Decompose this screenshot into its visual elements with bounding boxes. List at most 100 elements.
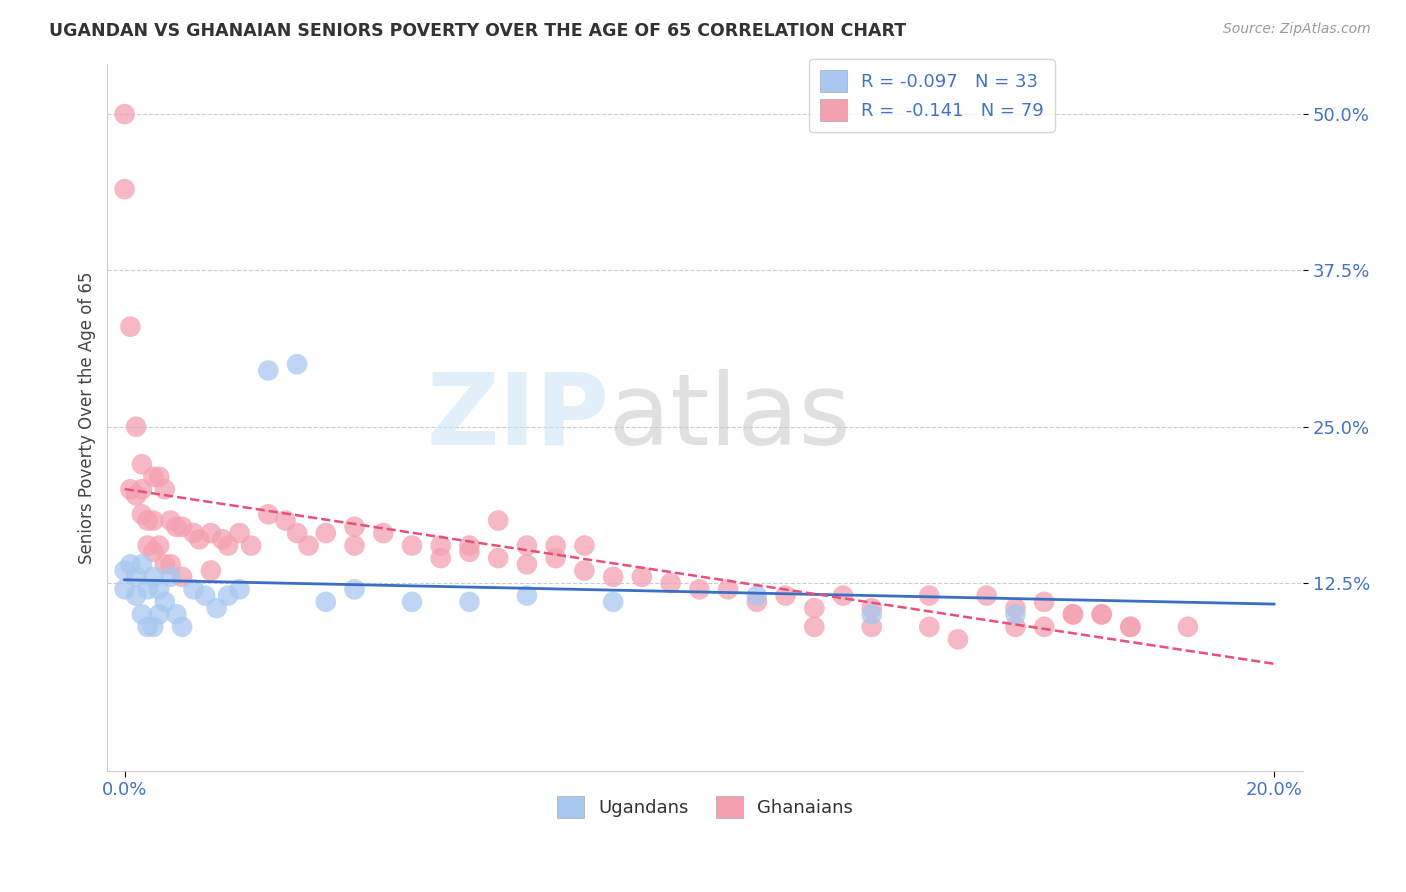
- Point: [142, 620, 165, 634]
- Point: [946, 632, 969, 647]
- Point: [120, 483, 142, 497]
- Point: [172, 570, 194, 584]
- Point: [183, 526, 205, 541]
- Point: [240, 539, 263, 553]
- Point: [602, 570, 624, 584]
- Point: [114, 564, 136, 578]
- Point: [343, 539, 366, 553]
- Point: [131, 483, 153, 497]
- Point: [659, 576, 682, 591]
- Text: ZIP: ZIP: [426, 369, 609, 466]
- Point: [516, 539, 538, 553]
- Point: [136, 620, 159, 634]
- Point: [217, 539, 239, 553]
- Point: [458, 595, 481, 609]
- Point: [136, 539, 159, 553]
- Point: [343, 520, 366, 534]
- Point: [165, 520, 187, 534]
- Point: [803, 620, 825, 634]
- Point: [131, 558, 153, 572]
- Point: [688, 582, 710, 597]
- Point: [257, 508, 280, 522]
- Point: [114, 182, 136, 196]
- Point: [486, 514, 509, 528]
- Point: [745, 589, 768, 603]
- Text: atlas: atlas: [609, 369, 851, 466]
- Point: [136, 514, 159, 528]
- Point: [142, 470, 165, 484]
- Point: [832, 589, 855, 603]
- Point: [136, 582, 159, 597]
- Point: [544, 551, 567, 566]
- Text: UGANDAN VS GHANAIAN SENIORS POVERTY OVER THE AGE OF 65 CORRELATION CHART: UGANDAN VS GHANAIAN SENIORS POVERTY OVER…: [49, 22, 907, 40]
- Point: [1004, 620, 1026, 634]
- Legend: Ugandans, Ghanaians: Ugandans, Ghanaians: [550, 789, 860, 825]
- Point: [1033, 620, 1056, 634]
- Point: [1033, 595, 1056, 609]
- Point: [125, 589, 148, 603]
- Point: [120, 319, 142, 334]
- Point: [297, 539, 319, 553]
- Point: [211, 533, 233, 547]
- Y-axis label: Seniors Poverty Over the Age of 65: Seniors Poverty Over the Age of 65: [79, 271, 96, 564]
- Point: [1119, 620, 1142, 634]
- Point: [602, 595, 624, 609]
- Point: [125, 489, 148, 503]
- Point: [401, 595, 423, 609]
- Text: Source: ZipAtlas.com: Source: ZipAtlas.com: [1223, 22, 1371, 37]
- Point: [1091, 607, 1114, 622]
- Point: [1004, 607, 1026, 622]
- Point: [717, 582, 740, 597]
- Point: [159, 558, 181, 572]
- Point: [315, 526, 337, 541]
- Point: [131, 607, 153, 622]
- Point: [114, 582, 136, 597]
- Point: [918, 589, 941, 603]
- Point: [1062, 607, 1084, 622]
- Point: [148, 582, 170, 597]
- Point: [429, 539, 451, 553]
- Point: [228, 582, 250, 597]
- Point: [148, 470, 170, 484]
- Point: [148, 539, 170, 553]
- Point: [285, 526, 308, 541]
- Point: [200, 564, 222, 578]
- Point: [860, 620, 883, 634]
- Point: [860, 607, 883, 622]
- Point: [194, 589, 217, 603]
- Point: [153, 558, 176, 572]
- Point: [153, 483, 176, 497]
- Point: [429, 551, 451, 566]
- Point: [274, 514, 297, 528]
- Point: [125, 419, 148, 434]
- Point: [860, 601, 883, 615]
- Point: [285, 357, 308, 371]
- Point: [183, 582, 205, 597]
- Point: [125, 570, 148, 584]
- Point: [153, 595, 176, 609]
- Point: [343, 582, 366, 597]
- Point: [159, 514, 181, 528]
- Point: [1091, 607, 1114, 622]
- Point: [172, 520, 194, 534]
- Point: [165, 607, 187, 622]
- Point: [516, 558, 538, 572]
- Point: [918, 620, 941, 634]
- Point: [120, 558, 142, 572]
- Point: [142, 570, 165, 584]
- Point: [458, 545, 481, 559]
- Point: [188, 533, 211, 547]
- Point: [976, 589, 998, 603]
- Point: [142, 514, 165, 528]
- Point: [574, 539, 596, 553]
- Point: [544, 539, 567, 553]
- Point: [205, 601, 228, 615]
- Point: [458, 539, 481, 553]
- Point: [803, 601, 825, 615]
- Point: [373, 526, 395, 541]
- Point: [315, 595, 337, 609]
- Point: [172, 620, 194, 634]
- Point: [148, 607, 170, 622]
- Point: [1119, 620, 1142, 634]
- Point: [131, 508, 153, 522]
